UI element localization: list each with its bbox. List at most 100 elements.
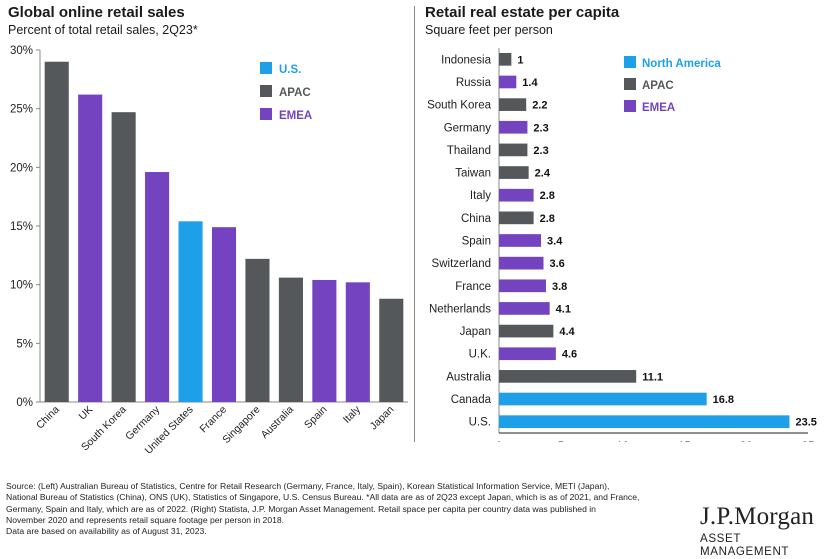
y-tick-label: Canada [451,394,492,406]
data-label: 4.4 [559,326,575,338]
bar-u-k [499,347,556,361]
y-tick-label: France [455,281,491,293]
legend-swatch-emea [260,108,272,120]
legend-swatch-u-s [260,62,272,74]
y-tick-label: Thailand [447,145,491,157]
panel-divider [414,6,415,442]
data-label: 1.4 [522,77,538,89]
bar-switzerland [499,256,544,270]
legend-swatch-emea [624,100,636,112]
y-tick-label: 0% [16,397,33,409]
x-tick-label: Japan [368,404,397,433]
data-label: 2.4 [535,168,551,180]
bar-taiwan [499,166,529,179]
y-tick-label: Japan [460,326,491,338]
retail-real-estate-chart: 0 5 10 15 20 25 Indonesia 1 Russia 1.4 South Korea… [427,48,817,442]
y-tick-label: U.K. [469,349,491,361]
y-tick-label: 30% [10,45,33,57]
bar-indonesia [499,52,512,66]
bar-uk [78,94,103,402]
logo-name: J.P.Morgan [700,503,815,530]
data-label: 2.8 [540,190,555,202]
x-tick-label: Italy [341,403,364,426]
source-line: National Bureau of Statistics (China), O… [6,492,640,503]
logo-subtitle: ASSET MANAGEMENT [700,532,790,558]
bar-china [44,61,69,402]
bar-france [211,227,237,402]
bar-thailand [499,143,528,157]
x-tick-label: 5 [558,441,564,442]
y-tick-label: Taiwan [455,168,491,180]
bar-australia [499,370,637,383]
y-tick-label: Australia [446,371,491,383]
y-tick-label: 5% [16,338,33,350]
bar-china [499,211,534,225]
bar-japan [379,298,404,402]
bar-france [499,279,546,293]
bar-canada [499,392,707,406]
bar-spain [312,279,337,402]
bar-japan [499,324,554,338]
data-label: 4.6 [562,349,577,361]
y-tick-label: 20% [10,162,33,174]
x-tick-label: UK [76,404,95,423]
data-label: 3.8 [552,281,567,293]
data-label: 1 [517,54,523,66]
legend-label-emea: EMEA [642,102,675,114]
source-line: Source: (Left) Australian Bureau of Stat… [6,481,610,491]
bar-germany [499,120,528,134]
legend-label-u-s: U.S. [279,64,301,76]
source-line: November 2020 and represents retail squa… [6,514,285,525]
bar-singapore [245,258,270,402]
y-tick-label: China [461,213,492,225]
right-chart-subtitle: Square feet per person [425,23,553,37]
bar-netherlands [499,302,550,315]
x-tick-label: 0 [496,441,502,442]
data-label: 3.4 [547,236,563,248]
legend-label-north-america: North America [642,58,721,70]
bar-united-states [178,221,203,402]
left-chart-subtitle: Percent of total retail sales, 2Q23* [8,23,198,37]
bar-south-korea [111,112,136,402]
legend-label-apac: APAC [279,87,311,99]
y-tick-label: Switzerland [432,258,491,270]
legend-label-emea: EMEA [279,110,312,122]
source-notes: Source: (Left) Australian Bureau of Stat… [6,481,686,537]
data-label: 2.8 [540,213,555,225]
y-tick-label: 10% [10,280,33,292]
bar-spain [499,234,542,247]
y-tick-label: Germany [444,122,492,134]
source-line: Data are based on availability as of Aug… [6,526,207,537]
data-label: 11.1 [642,371,663,383]
bar-germany [145,172,170,402]
left-chart-title: Global online retail sales [8,4,185,21]
y-tick-label: U.S. [469,417,491,429]
x-tick-label: France [198,404,230,436]
x-tick-label: Australia [259,404,296,441]
data-label: 16.8 [713,394,734,406]
y-tick-label: 25% [10,104,33,116]
data-label: 3.6 [549,258,564,270]
y-tick-label: Russia [456,77,492,89]
bar-u-s [499,415,790,429]
right-chart-title: Retail real estate per capita [425,4,620,21]
x-tick-label: 10 [616,441,629,442]
x-tick-label: 25 [802,441,815,442]
legend-swatch-apac [624,78,636,90]
x-tick-label: Spain [302,404,330,432]
legend-swatch-north-america [624,56,636,68]
legend-swatch-apac [260,85,272,97]
bar-russia [499,75,517,89]
bar-south-korea [499,98,527,111]
x-tick-label: 15 [678,441,691,442]
jpmorgan-logo: J.P.Morgan ASSET MANAGEMENT [700,503,828,558]
x-tick-label: China [34,404,62,432]
y-tick-label: South Korea [427,100,492,112]
y-tick-label: Spain [462,236,491,248]
bar-italy [345,282,370,402]
source-line: Germany, Spain and Italy, which are as o… [6,503,596,514]
y-tick-label: 15% [10,221,33,233]
y-tick-label: Netherlands [429,303,491,315]
data-label: 2.3 [533,145,548,157]
